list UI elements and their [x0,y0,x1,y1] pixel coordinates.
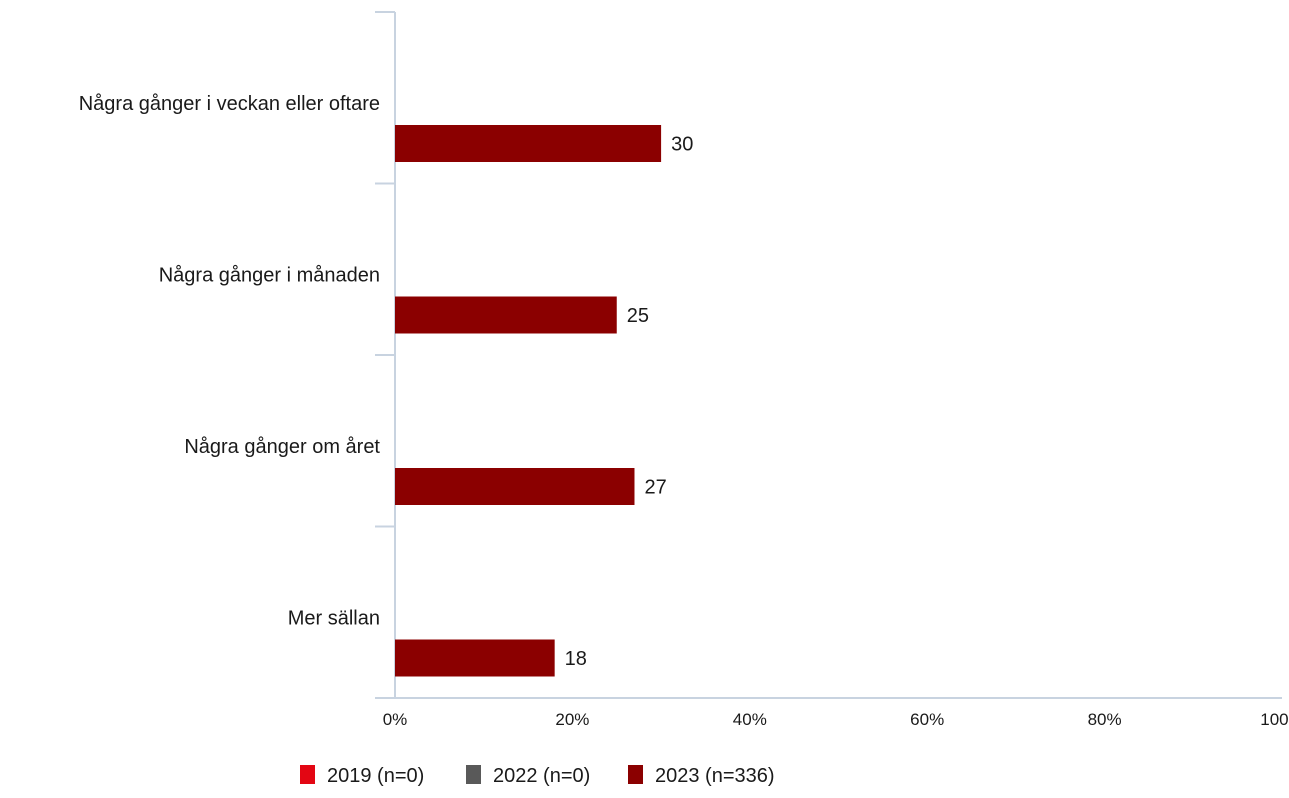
x-tick-label: 40% [733,710,767,729]
legend-label: 2022 (n=0) [493,765,590,787]
data-label: 27 [644,477,666,499]
category-label: Mer sällan [288,608,380,630]
bar [395,296,617,334]
bar [395,125,662,162]
data-label: 25 [627,305,649,327]
category-label: Några gånger om året [184,436,380,458]
category-label: Några gånger i månaden [159,265,380,287]
x-tick-label: 0% [383,710,408,729]
category-label: Några gånger i veckan eller oftare [79,93,380,115]
bar [395,468,635,505]
x-tick-label: 60% [910,710,944,729]
x-tick-label: 20% [555,710,589,729]
legend-swatch [300,765,315,784]
legend-label: 2023 (n=336) [655,765,775,787]
data-label: 18 [565,648,587,670]
x-tick-label: 100% [1260,710,1289,729]
legend-swatch [466,765,481,784]
x-tick-label: 80% [1088,710,1122,729]
data-label: 30 [671,134,693,156]
legend-swatch [628,765,643,784]
legend-label: 2019 (n=0) [327,765,424,787]
bar [395,639,555,677]
